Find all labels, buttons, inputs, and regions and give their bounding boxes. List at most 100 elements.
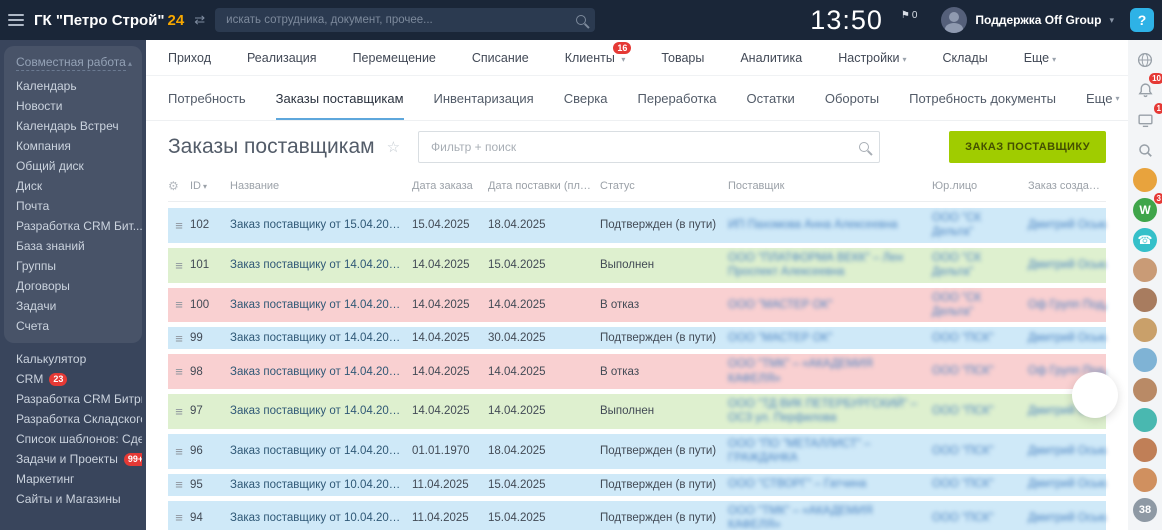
- col-creator[interactable]: Заказ создан сотру...: [1028, 180, 1106, 192]
- chat-avatar[interactable]: [1133, 408, 1157, 432]
- subtab-potrebnost[interactable]: Потребность: [168, 90, 246, 106]
- cell-supplier-link[interactable]: ИП Пахомова Анна Алексеевна: [728, 219, 898, 232]
- sidebar-group-header[interactable]: Совместная работа ▴: [4, 51, 142, 76]
- col-id[interactable]: ID ▾: [190, 180, 230, 192]
- cell-creator-link[interactable]: Оф Групп Поддержка: [1028, 298, 1106, 311]
- col-order-date[interactable]: Дата заказа: [412, 180, 473, 192]
- sidebar-item-warehouse-dev[interactable]: Разработка Складского у...: [4, 409, 142, 429]
- chat-w-avatar[interactable]: W 3: [1133, 193, 1162, 222]
- subtab-pererabotka[interactable]: Переработка: [637, 90, 717, 106]
- cell-entity-link[interactable]: ООО "ПСК": [932, 444, 994, 457]
- cell-creator-link[interactable]: Дмитрий Оськин: [1028, 444, 1106, 457]
- cell-supplier-link[interactable]: ООО "ТД ВИК ПЕТЕРБУРГСКИЙ" – ОСЗ ул. Пер…: [728, 398, 918, 425]
- sidebar-item-drive[interactable]: Диск: [16, 179, 43, 193]
- cell-creator-link[interactable]: Дмитрий Оськин: [1028, 332, 1106, 345]
- desktop-app-icon[interactable]: 1: [1133, 103, 1162, 132]
- search-icon[interactable]: [1133, 138, 1157, 162]
- sidebar-item-invoices[interactable]: Счета: [16, 319, 50, 333]
- filter-search-input[interactable]: [429, 139, 852, 155]
- app-title[interactable]: ГК "Петро Строй" 24: [34, 12, 184, 29]
- tab-prihod[interactable]: Приход: [168, 50, 211, 65]
- cell-name-link[interactable]: Заказ поставщику от 10.04.2025 15:58: [230, 478, 412, 491]
- cell-name-link[interactable]: Заказ поставщику от 14.04.2025 11:23: [230, 332, 412, 345]
- switch-icon[interactable]: ⇄: [194, 12, 206, 27]
- row-menu-icon[interactable]: ≡: [175, 477, 183, 492]
- row-menu-icon[interactable]: ≡: [175, 330, 183, 346]
- chat-avatar[interactable]: [1133, 318, 1157, 342]
- cell-supplier-link[interactable]: ООО "ТМК" – «АКАДЕМИЯ КАФЕЛЯ»: [728, 358, 873, 385]
- subtab-zakazy-postavshchikam[interactable]: Заказы поставщикам: [275, 76, 404, 120]
- sidebar-item-sites-stores[interactable]: Сайты и Магазины: [4, 489, 142, 509]
- tab-realizaciya[interactable]: Реализация: [247, 50, 317, 65]
- cell-entity-link[interactable]: ООО "СК Дельта": [932, 251, 982, 279]
- row-menu-icon[interactable]: ≡: [175, 217, 183, 233]
- cell-supplier-link[interactable]: ООО "МАСТЕР ОК": [728, 332, 833, 345]
- clock[interactable]: 13:50: [810, 4, 883, 35]
- table-row[interactable]: ≡ 102 Заказ поставщику от 15.04.2025 11:…: [168, 208, 1106, 243]
- chat-avatar[interactable]: [1133, 168, 1157, 192]
- cell-creator-link[interactable]: Дмитрий Оськин: [1028, 258, 1106, 271]
- chat-avatar[interactable]: [1133, 348, 1157, 372]
- cell-supplier-link[interactable]: ООО "ПЛАТФОРМА ВЕКК" – Лен Проспект Алек…: [728, 251, 903, 279]
- subtab-potrebnost-dokumenty[interactable]: Потребность документы: [909, 90, 1056, 106]
- sidebar-item-mail[interactable]: Почта: [16, 199, 50, 213]
- sidebar-item-contracts[interactable]: Договоры: [16, 279, 70, 293]
- search-icon[interactable]: [859, 142, 870, 152]
- cell-entity-link[interactable]: ООО "СК Дельта": [932, 291, 982, 318]
- tab-nastrojki[interactable]: Настройки ▾: [838, 51, 906, 65]
- table-row[interactable]: ≡ 98 Заказ поставщику от 14.04.2025 11:1…: [168, 354, 1106, 389]
- search-icon[interactable]: [576, 15, 587, 25]
- subtab-oboroty[interactable]: Обороты: [824, 90, 880, 106]
- col-delivery-date[interactable]: Дата поставки (план): [488, 180, 596, 192]
- notifications-bell-icon[interactable]: 10: [1133, 73, 1162, 102]
- row-menu-icon[interactable]: ≡: [175, 510, 183, 526]
- tab-tovary[interactable]: Товары: [661, 50, 705, 65]
- subtab-ostatki[interactable]: Остатки: [746, 90, 795, 106]
- sidebar-item-crm[interactable]: CRM 23: [4, 369, 142, 389]
- sidebar-item-tasks[interactable]: Задачи: [16, 299, 57, 313]
- table-row[interactable]: ≡ 101 Заказ поставщику от 14.04.2025 14:…: [168, 247, 1106, 283]
- col-entity[interactable]: Юр.лицо: [932, 180, 978, 192]
- cell-name-link[interactable]: Заказ поставщику от 14.04.2025 11:12: [230, 365, 412, 378]
- sidebar-item-shared-drive[interactable]: Общий диск: [16, 159, 84, 173]
- new-supplier-order-button[interactable]: ЗАКАЗ ПОСТАВЩИКУ: [949, 131, 1106, 163]
- table-row[interactable]: ≡ 94 Заказ поставщику от 10.04.2025 11:3…: [168, 500, 1106, 530]
- cell-creator-link[interactable]: Дмитрий Оськин: [1028, 478, 1106, 491]
- tab-sklady[interactable]: Склады: [942, 50, 988, 65]
- row-menu-icon[interactable]: ≡: [175, 364, 183, 380]
- user-menu[interactable]: Поддержка Off Group ▾: [941, 7, 1114, 33]
- row-menu-icon[interactable]: ≡: [175, 443, 183, 459]
- filter-search[interactable]: [418, 131, 881, 163]
- table-row[interactable]: ≡ 100 Заказ поставщику от 14.04.2025 12:…: [168, 287, 1106, 323]
- cell-supplier-link[interactable]: ООО "ПО "МЕТАЛЛИСТ" – ГРАЖДАНКА: [728, 437, 871, 465]
- cell-entity-link[interactable]: ООО "ПСК": [932, 405, 994, 418]
- cell-entity-link[interactable]: ООО "ПСК": [932, 478, 994, 491]
- sidebar-item-templates-deal[interactable]: Список шаблонов: Сделка: [4, 429, 142, 449]
- sidebar-item-news[interactable]: Новости: [16, 99, 63, 113]
- sidebar-item-groups[interactable]: Группы: [16, 259, 56, 273]
- table-row[interactable]: ≡ 99 Заказ поставщику от 14.04.2025 11:2…: [168, 327, 1106, 350]
- cell-name-link[interactable]: Заказ поставщику от 14.04.2025 14:07: [230, 259, 412, 272]
- scroll-top-button[interactable]: [1072, 372, 1118, 418]
- chat-avatar[interactable]: [1133, 438, 1157, 462]
- col-supplier[interactable]: Поставщик: [728, 180, 785, 192]
- chat-avatar[interactable]: [1133, 468, 1157, 492]
- chat-avatar[interactable]: [1133, 378, 1157, 402]
- phone-icon[interactable]: ☎: [1133, 228, 1157, 252]
- col-name[interactable]: Название: [230, 180, 280, 192]
- chat-avatar[interactable]: [1133, 288, 1157, 312]
- cell-name-link[interactable]: Заказ поставщику от 14.04.2025 10:37: [230, 405, 412, 418]
- global-search-input[interactable]: [224, 13, 569, 27]
- grid-settings-gear-icon[interactable]: ⚙: [168, 179, 179, 193]
- cell-entity-link[interactable]: ООО "ПСК": [932, 332, 994, 345]
- table-row[interactable]: ≡ 96 Заказ поставщику от 14.04.2025 10:1…: [168, 433, 1106, 469]
- cell-name-link[interactable]: Заказ поставщику от 14.04.2025 10:12: [230, 445, 412, 458]
- row-menu-icon[interactable]: ≡: [175, 257, 183, 273]
- tab-more[interactable]: Еще ▾: [1024, 51, 1056, 65]
- cell-creator-link[interactable]: Дмитрий Оськин: [1028, 219, 1106, 232]
- global-search[interactable]: [215, 8, 596, 32]
- sidebar-item-calculator[interactable]: Калькулятор: [4, 349, 142, 369]
- globe-icon[interactable]: [1133, 48, 1157, 72]
- cell-name-link[interactable]: Заказ поставщику от 10.04.2025 11:35: [230, 511, 412, 524]
- chat-counter[interactable]: 38: [1133, 498, 1157, 522]
